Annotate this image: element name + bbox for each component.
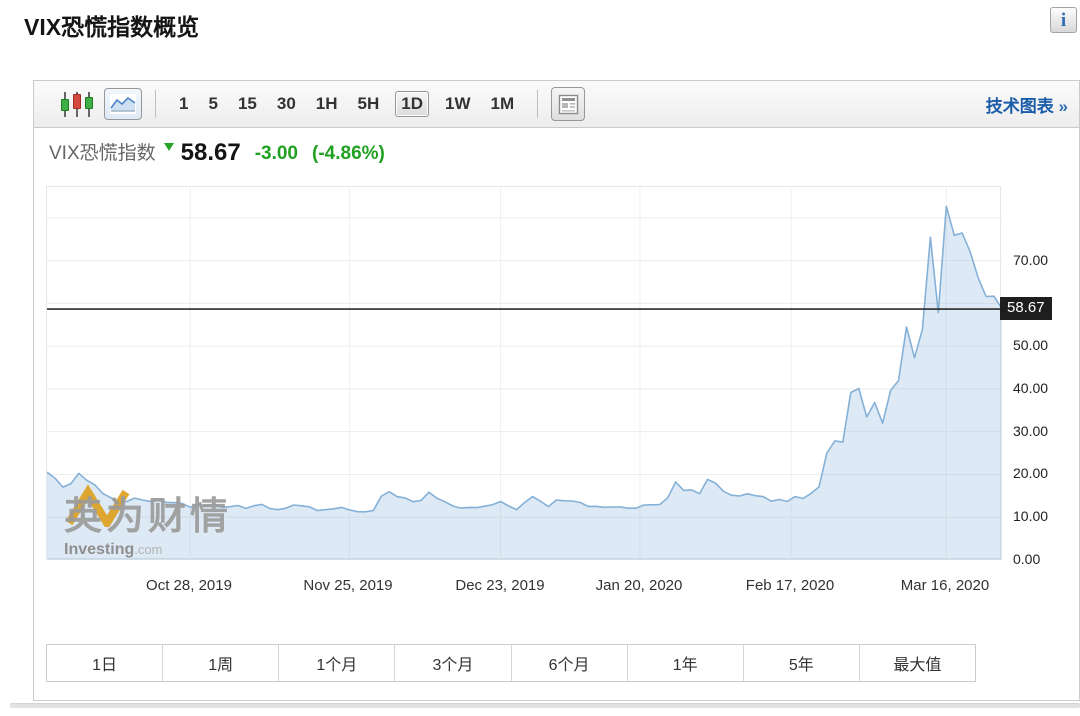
- info-icon: i: [1060, 9, 1067, 31]
- line-chart-icon: [110, 94, 136, 114]
- range-button-2[interactable]: 1个月: [279, 645, 396, 681]
- technical-chart-label: 技术图表: [985, 96, 1054, 116]
- interval-1w[interactable]: 1W: [444, 94, 471, 113]
- y-axis-label: 50.00: [1013, 337, 1049, 354]
- candle-green-icon: [61, 91, 69, 118]
- last-price-tag: 58.67: [1000, 297, 1052, 321]
- page-title: VIX恐慌指数概览: [24, 14, 200, 40]
- interval-5[interactable]: 5: [208, 94, 218, 113]
- y-axis-label: 10.00: [1013, 508, 1049, 525]
- instrument-name: VIX恐慌指数: [49, 143, 156, 164]
- line-chart-button[interactable]: [104, 88, 142, 120]
- chart-widget: 1 5 15 30 1H 5H 1D 1W 1M 技术图表 » VIX恐慌指数 58.: [33, 80, 1080, 701]
- x-axis-label: Feb 17, 2020: [745, 577, 835, 594]
- area-chart: [47, 187, 1002, 560]
- x-axis-label: Nov 25, 2019: [303, 577, 393, 594]
- interval-1d[interactable]: 1D: [395, 91, 429, 117]
- interval-5h[interactable]: 5H: [357, 94, 380, 113]
- x-axis-label: Dec 23, 2019: [455, 577, 545, 594]
- last-price: 58.67: [180, 139, 241, 166]
- interval-1m[interactable]: 1M: [490, 94, 515, 113]
- y-axis-label: 0.00: [1013, 551, 1041, 567]
- info-button[interactable]: i: [1050, 7, 1077, 33]
- candle-red-icon: [73, 91, 81, 118]
- technical-chart-link[interactable]: 技术图表 »: [986, 92, 1068, 117]
- x-axis-label: Mar 16, 2020: [900, 577, 990, 594]
- price-change-percent: (-4.86%): [312, 143, 385, 164]
- price-change: -3.00: [254, 143, 298, 164]
- down-arrow-icon: [163, 143, 174, 151]
- interval-1h[interactable]: 1H: [315, 94, 338, 113]
- range-button-0[interactable]: 1日: [47, 645, 164, 681]
- x-axis-label: Jan 20, 2020: [595, 577, 683, 594]
- plot-area[interactable]: 英为财情 Investing.com: [46, 186, 1002, 560]
- y-axis-label: 40.00: [1013, 379, 1049, 396]
- bottom-divider: [10, 703, 1080, 708]
- x-axis-label: Oct 28, 2019: [146, 577, 232, 594]
- range-selector: 1日 1周 1个月 3个月 6个月 1年 5年 最大值: [46, 644, 976, 682]
- toolbar-divider: [155, 90, 156, 118]
- interval-1[interactable]: 1: [179, 94, 189, 113]
- range-button-1[interactable]: 1周: [163, 645, 280, 681]
- range-button-4[interactable]: 6个月: [511, 645, 628, 681]
- news-view-button[interactable]: [551, 87, 586, 121]
- quote-header: VIX恐慌指数 58.67 -3.00 (-4.86%): [49, 139, 385, 169]
- range-button-5[interactable]: 1年: [627, 645, 744, 681]
- chart-toolbar: 1 5 15 30 1H 5H 1D 1W 1M 技术图表 »: [34, 81, 1079, 128]
- range-button-6[interactable]: 5年: [743, 645, 860, 681]
- y-axis-label: 20.00: [1013, 465, 1049, 482]
- interval-15[interactable]: 15: [237, 94, 257, 113]
- y-axis-label: 70.00: [1013, 251, 1049, 268]
- y-axis-label: 30.00: [1013, 422, 1049, 439]
- double-chevron-icon: »: [1058, 96, 1068, 116]
- interval-30[interactable]: 30: [276, 94, 296, 113]
- newspaper-icon: [558, 94, 578, 114]
- candlestick-chart-icon[interactable]: [61, 90, 93, 118]
- interval-list: 1 5 15 30 1H 5H 1D 1W 1M: [169, 91, 524, 117]
- range-button-7[interactable]: 最大值: [859, 645, 975, 681]
- candle-green-icon: [85, 91, 93, 118]
- toolbar-divider: [537, 90, 539, 118]
- y-axis-labels: 70.00 50.00 40.00 30.00 20.00 10.00 0.00: [1007, 186, 1077, 567]
- x-axis-labels: Oct 28, 2019 Nov 25, 2019 Dec 23, 2019 Jan …: [46, 577, 1001, 597]
- range-button-3[interactable]: 3个月: [395, 645, 512, 681]
